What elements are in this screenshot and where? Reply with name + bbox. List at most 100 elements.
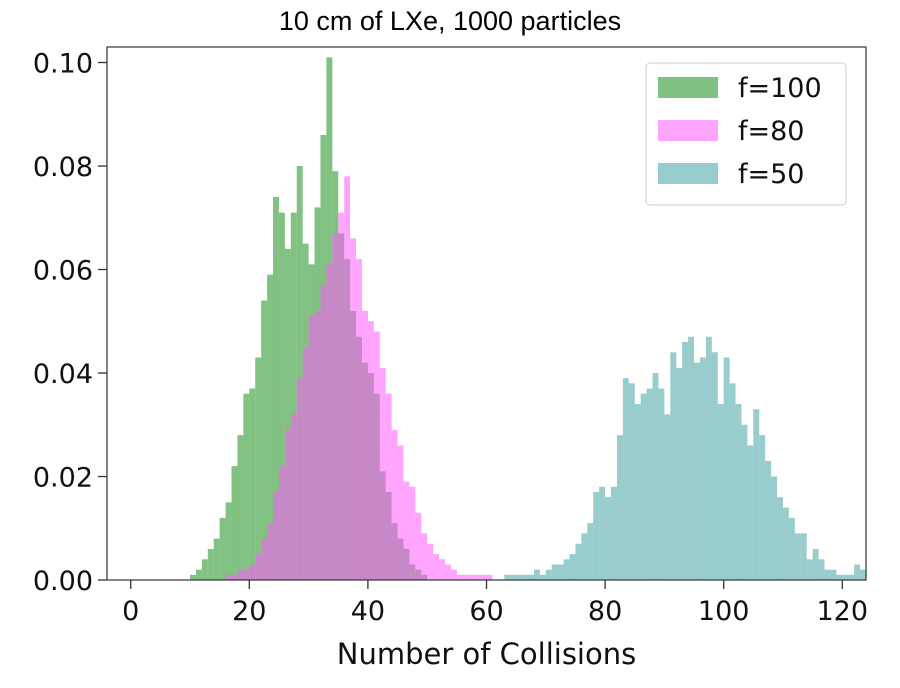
histogram-bar [195,569,202,580]
histogram-bar [765,460,772,580]
histogram-bar [705,336,712,580]
x-tick-label: 20 [232,596,266,627]
histogram-bar [640,393,647,580]
histogram-bar [616,435,623,580]
histogram-bar [711,352,718,580]
legend-swatch [658,163,718,184]
x-tick-label: 40 [351,596,385,627]
histogram-bar [237,569,244,580]
histogram-bar [676,367,683,580]
histogram-bar [569,554,576,580]
series-f=50 [504,336,866,580]
x-tick-label: 100 [698,596,750,627]
histogram-bar [575,543,582,580]
histogram-bar [320,285,327,580]
histogram-bar [273,492,279,580]
legend-swatch [658,77,718,98]
x-tick-label: 60 [469,596,503,627]
histogram-bar [628,383,635,580]
legend-label: f=100 [738,73,822,104]
histogram-bar [308,316,315,580]
histogram-bar [278,466,285,580]
x-axis: 0 20 40 60 80 100 120 [122,580,868,627]
histogram-bar [516,574,523,580]
histogram-bar [528,574,534,580]
histogram-bar [723,357,730,580]
histogram-bar [741,424,748,580]
histogram-bar [243,569,250,580]
histogram-bar [747,445,754,580]
histogram-bar [284,429,291,580]
histogram-bar [788,517,795,580]
histogram-bar [350,238,357,581]
histogram-bar [201,559,208,580]
y-tick-label: 0.04 [33,359,93,390]
histogram-bar [385,393,392,580]
histogram-bar [545,569,552,580]
x-tick-label: 80 [588,596,622,627]
histogram-bar [848,574,855,580]
y-tick-label: 0.08 [33,152,93,183]
histogram-bar [225,574,232,580]
histogram-bar [699,357,706,580]
histogram-bar [480,574,487,580]
histogram-bar [581,533,588,580]
histogram-bar [225,502,232,580]
y-tick-label: 0.06 [33,256,93,287]
legend: f=100 f=80 f=50 [645,62,847,206]
histogram-bar [296,166,303,581]
histogram-bar [830,569,837,580]
histogram-bar [794,533,801,580]
histogram-bar [533,569,540,580]
histogram-bar [243,393,250,580]
histogram-bar [800,533,807,580]
legend-swatch [658,120,718,141]
histogram-bar [670,352,677,580]
histogram-bar [332,233,339,580]
histogram-bar [403,481,410,580]
histogram-bar [806,559,813,580]
histogram-bar [682,341,689,580]
histogram-bar [367,321,374,580]
histogram-bar [622,378,629,580]
chart-title: 10 cm of LXe, 1000 particles [278,6,622,36]
histogram-bar [296,378,303,580]
histogram-bar [267,523,274,580]
histogram-bar [338,212,345,581]
histogram-bar [302,347,309,580]
x-tick-label: 0 [122,596,139,627]
histogram-bar [249,564,256,580]
x-axis-label: Number of Collisions [337,637,636,671]
histogram-bar [759,435,766,580]
histogram-bar [326,264,333,580]
histogram-bar [551,564,558,580]
histogram-bar [504,574,511,580]
histogram-bar [219,517,226,580]
histogram-bar [836,574,843,580]
histogram-bar [278,212,285,581]
histogram-bar [593,492,600,580]
histogram-bar [344,176,351,580]
histogram-bar [735,404,742,580]
histogram-bar [771,476,778,580]
histogram-bar [824,569,831,580]
histogram-bar [860,569,866,580]
histogram-bar [444,564,451,580]
histogram-bar [427,543,434,580]
histogram-bar [611,486,617,580]
histogram-bar [415,512,422,580]
histogram-bar [450,569,457,580]
histogram-bar [688,336,695,580]
histogram-bar [433,554,440,580]
histogram-bar [273,197,279,580]
histogram-bar [664,414,671,580]
histogram-bar [474,574,481,580]
histogram-bar [409,486,416,580]
histogram-bar [486,574,493,580]
histogram-bar [249,388,256,580]
histogram-bar [456,574,463,580]
histogram-bar [314,310,321,580]
y-tick-label: 0.00 [33,566,93,597]
histogram-bar [373,331,380,580]
histogram-bar [842,574,849,580]
